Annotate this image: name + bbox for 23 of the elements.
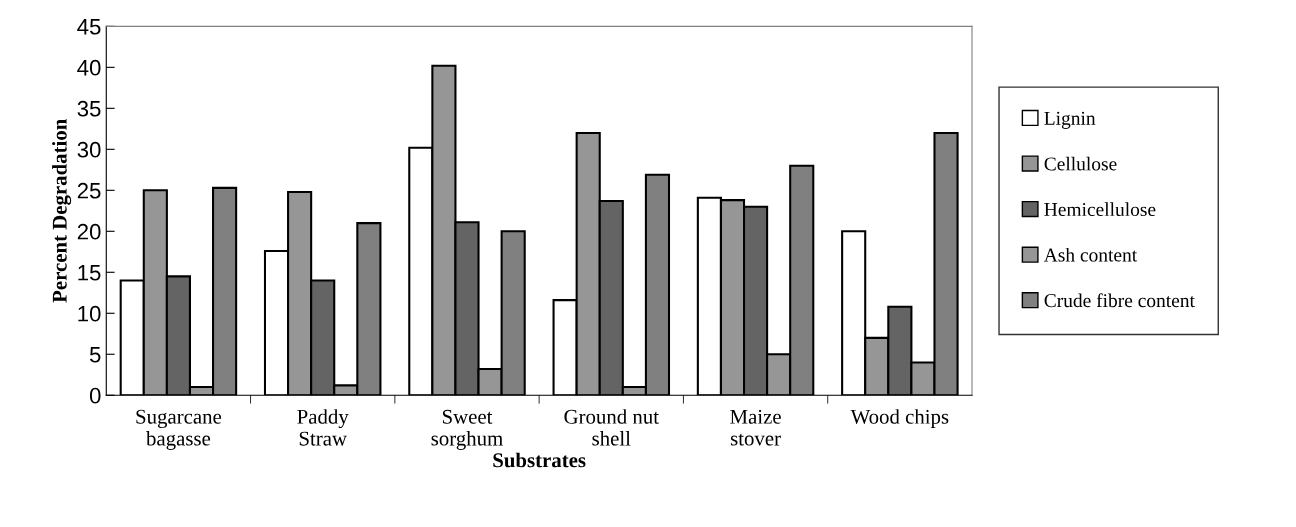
y-tick-label: 5 — [89, 347, 101, 363]
y-tick-label: 35 — [77, 100, 101, 117]
y-tick-label: 40 — [77, 59, 101, 76]
legend-label: Lignin — [1044, 111, 1096, 129]
y-axis-title: Percent Degradation — [52, 119, 72, 303]
legend-label: Ash content — [1043, 247, 1138, 262]
y-tick-label: 30 — [77, 141, 101, 158]
y-tick-label: 20 — [77, 223, 101, 240]
y-tick-label: 25 — [77, 182, 101, 199]
legend-label: Crude fibre content — [1044, 293, 1195, 308]
legend-label: Hemicellulose — [1044, 202, 1156, 217]
x-axis-title: Substrates — [493, 452, 586, 468]
x-tick-label: Sugarcane bagasse — [136, 409, 222, 450]
x-tick-label: Sweet sorghum — [431, 409, 503, 450]
x-tick-label: Paddy Straw — [297, 409, 349, 446]
y-tick-label: 10 — [78, 305, 101, 322]
legend-label: Cellulose — [1044, 156, 1117, 171]
x-tick-label: Maize stover — [730, 409, 781, 446]
x-tick-label: Ground nut shell — [564, 409, 659, 446]
y-tick-label: 15 — [78, 265, 101, 281]
x-tick-label: Wood chips — [850, 409, 949, 429]
y-tick-label: 0 — [89, 387, 101, 404]
y-tick-label: 45 — [77, 19, 101, 35]
